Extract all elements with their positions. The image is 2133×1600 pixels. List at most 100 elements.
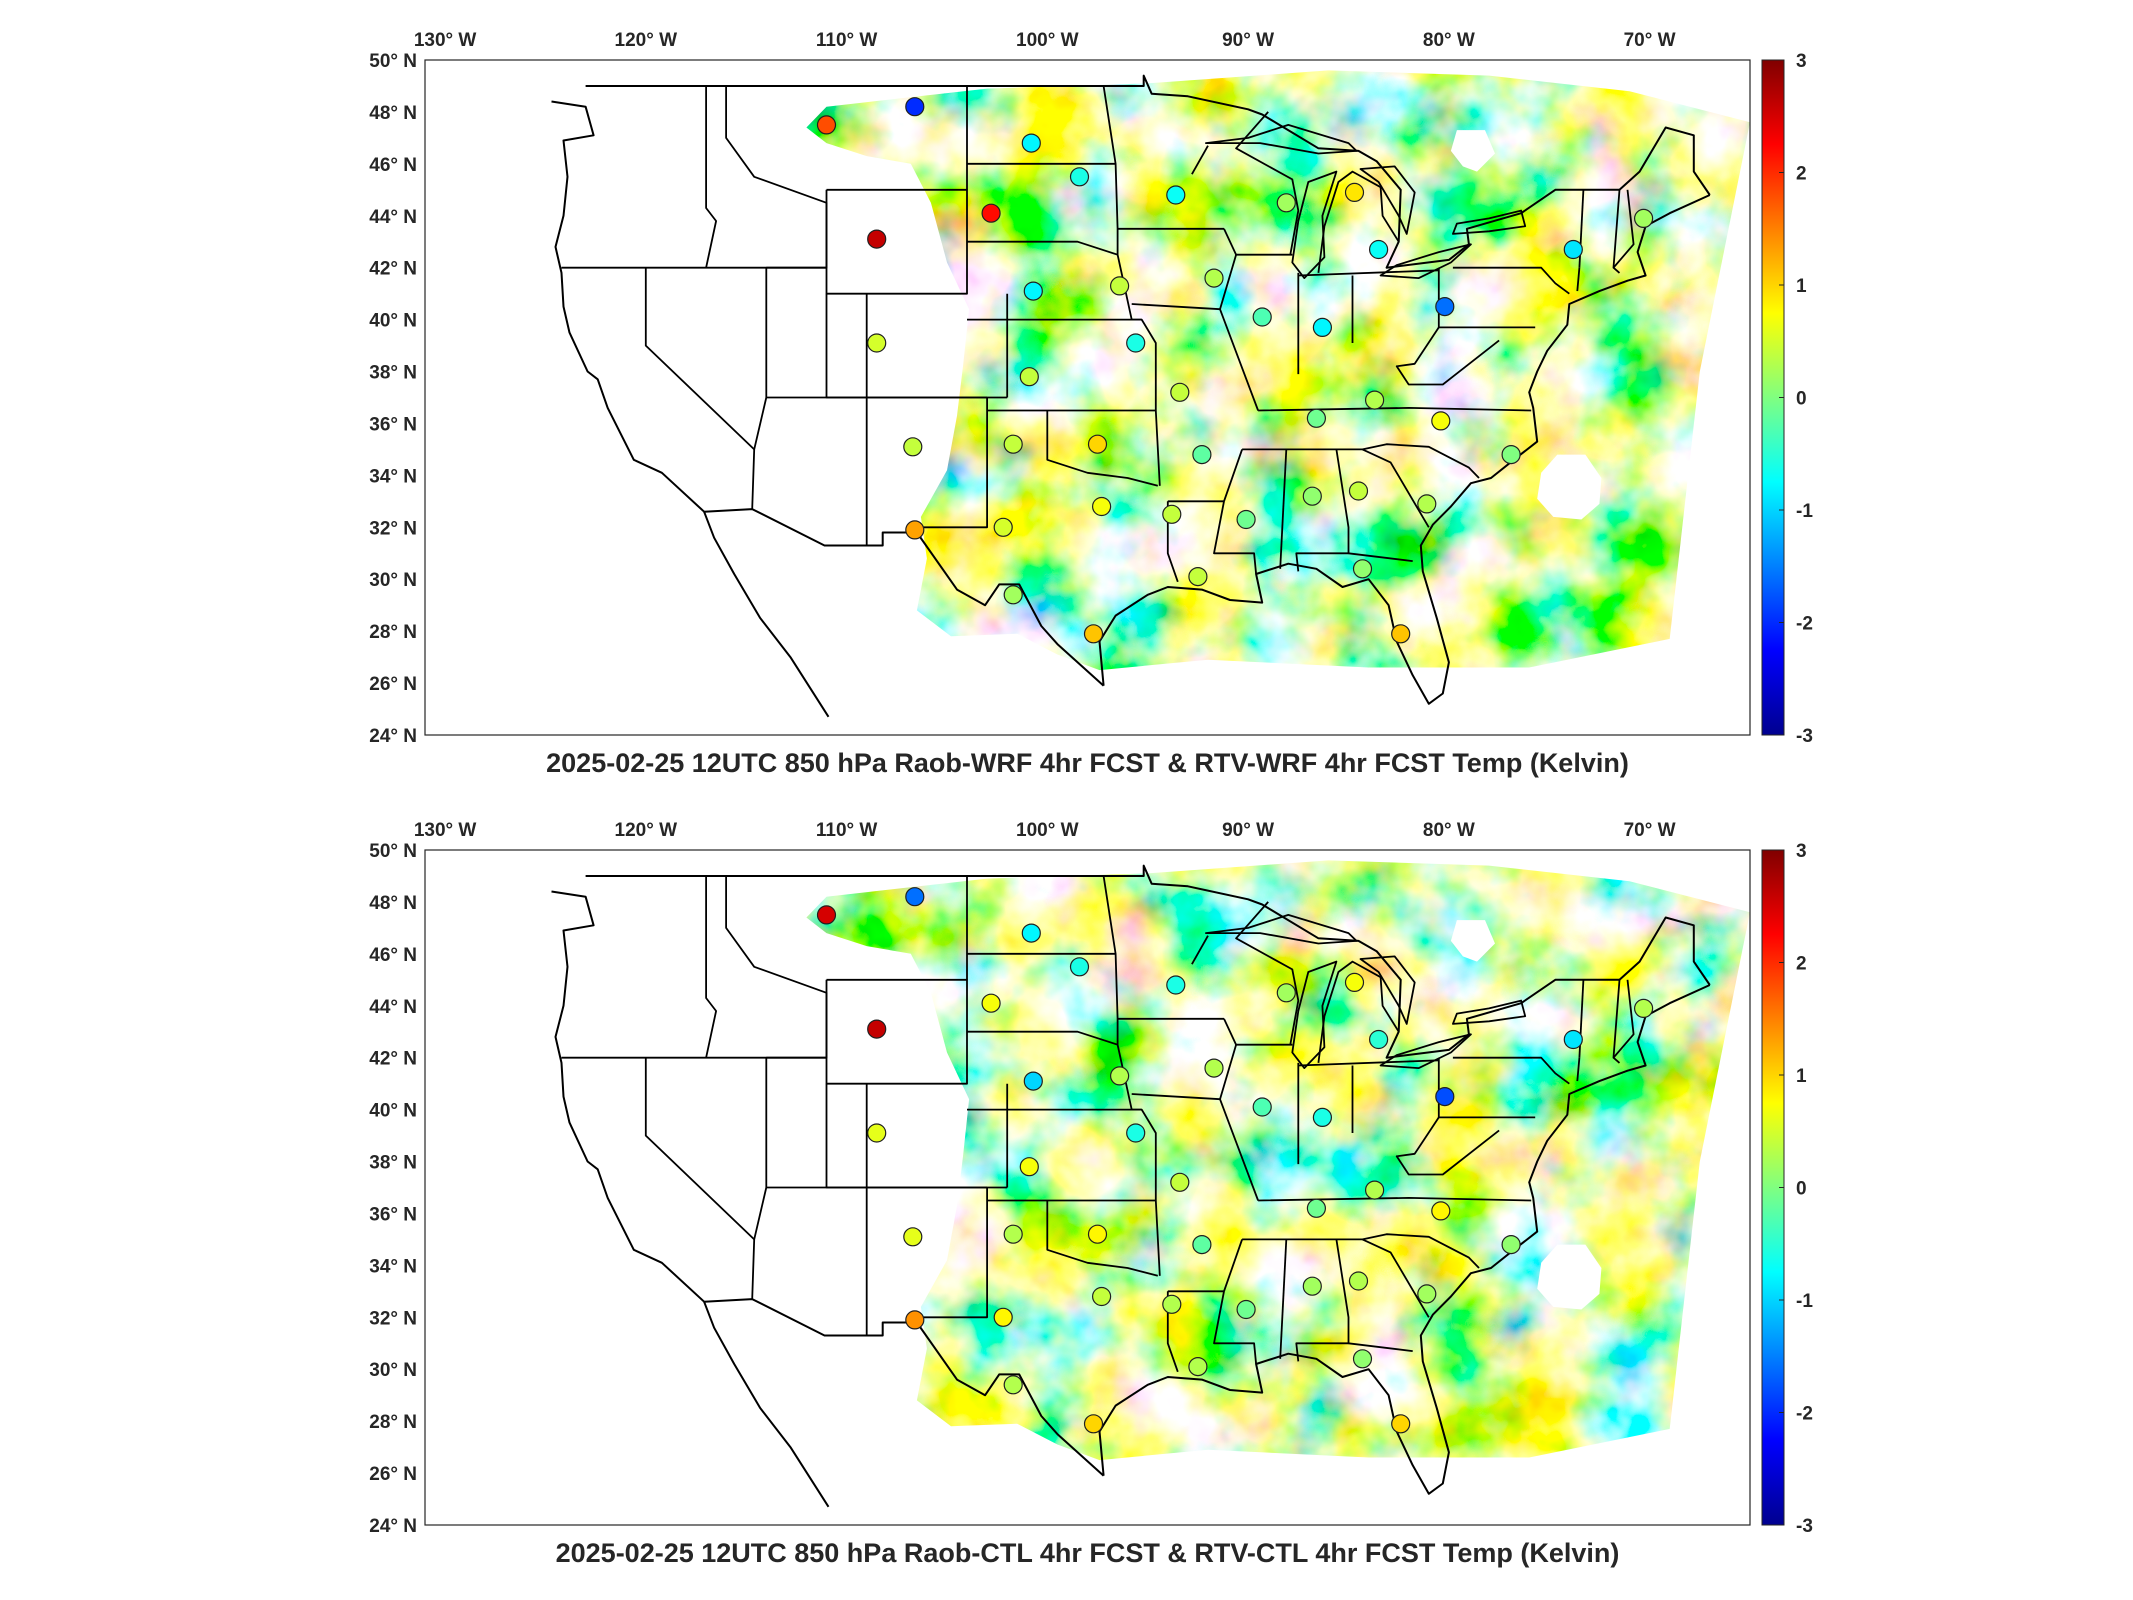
raob-station-marker[interactable] — [1435, 1087, 1455, 1107]
raob-station-marker[interactable] — [1563, 239, 1583, 260]
raob-station-marker[interactable] — [1252, 1097, 1272, 1117]
lon-tick-label: 70° W — [1624, 30, 1676, 51]
raob-station-marker[interactable] — [1003, 1224, 1023, 1244]
raob-station-marker[interactable] — [1348, 1271, 1369, 1291]
raob-station-marker[interactable] — [867, 229, 887, 249]
raob-station-marker[interactable] — [1391, 624, 1411, 644]
lon-tick-label: 120° W — [615, 30, 678, 51]
raob-station-marker[interactable] — [1364, 1180, 1385, 1200]
raob-station-marker[interactable] — [1192, 1235, 1212, 1255]
raob-station-marker[interactable] — [1204, 268, 1224, 288]
raob-station-marker[interactable] — [1023, 281, 1043, 301]
raob-station-marker[interactable] — [1633, 998, 1654, 1018]
raob-station-marker[interactable] — [1021, 923, 1041, 943]
raob-station-marker[interactable] — [1087, 434, 1108, 454]
raob-station-marker[interactable] — [1501, 1235, 1521, 1255]
raob-station-marker[interactable] — [1236, 1299, 1256, 1320]
raob-station-marker[interactable] — [1091, 496, 1112, 517]
raob-station-marker[interactable] — [1019, 367, 1039, 387]
raob-station-marker[interactable] — [1188, 1356, 1208, 1377]
raob-station-marker[interactable] — [1188, 566, 1208, 587]
raob-station-marker[interactable] — [1003, 434, 1023, 454]
raob-station-marker[interactable] — [867, 1123, 887, 1143]
raob-station-marker[interactable] — [1312, 317, 1333, 337]
lat-tick-label: 40° N — [369, 1101, 417, 1122]
raob-station-marker[interactable] — [1166, 185, 1186, 205]
raob-station-marker[interactable] — [905, 520, 925, 540]
raob-station-marker[interactable] — [1352, 559, 1373, 579]
raob-station-marker[interactable] — [1166, 975, 1186, 995]
raob-station-marker[interactable] — [1417, 494, 1437, 514]
raob-station-marker[interactable] — [1368, 239, 1389, 260]
raob-station-marker[interactable] — [981, 993, 1001, 1013]
lat-tick-label: 44° N — [369, 997, 417, 1018]
raob-station-marker[interactable] — [1633, 208, 1654, 228]
raob-station-marker[interactable] — [1021, 133, 1041, 153]
raob-station-marker[interactable] — [1302, 486, 1322, 506]
raob-station-marker[interactable] — [903, 437, 923, 457]
raob-station-marker[interactable] — [1435, 297, 1455, 317]
raob-station-marker[interactable] — [1348, 481, 1369, 501]
raob-station-marker[interactable] — [1170, 382, 1190, 402]
raob-station-marker[interactable] — [1364, 390, 1385, 410]
raob-station-marker[interactable] — [1501, 445, 1521, 465]
raob-station-marker[interactable] — [1069, 957, 1090, 977]
raob-station-marker[interactable] — [1344, 182, 1365, 202]
raob-station-marker[interactable] — [1126, 1123, 1146, 1143]
raob-station-marker[interactable] — [1276, 193, 1296, 213]
raob-station-marker[interactable] — [1306, 408, 1327, 428]
raob-station-marker[interactable] — [1417, 1284, 1437, 1304]
raob-station-marker[interactable] — [1312, 1107, 1333, 1127]
raob-station-marker[interactable] — [1003, 1375, 1023, 1395]
raob-station-marker[interactable] — [905, 1310, 925, 1330]
raob-station-marker[interactable] — [1431, 1201, 1451, 1221]
raob-station-marker[interactable] — [903, 1227, 923, 1247]
raob-station-marker[interactable] — [1302, 1276, 1322, 1296]
map-panel-bottom: 130° W 120° W 110° W 100° W 90° W 80° W 70° W 5… — [0, 790, 2133, 1580]
raob-station-marker[interactable] — [1023, 1071, 1043, 1091]
raob-station-marker[interactable] — [981, 203, 1001, 223]
raob-station-marker[interactable] — [816, 115, 837, 135]
colorbar-tick-label: -2 — [1796, 1404, 1813, 1425]
raob-station-marker[interactable] — [1306, 1198, 1327, 1218]
raob-station-marker[interactable] — [1431, 411, 1451, 431]
raob-station-marker[interactable] — [1083, 624, 1104, 644]
raob-station-marker[interactable] — [1162, 504, 1182, 524]
raob-station-marker[interactable] — [1352, 1349, 1373, 1369]
raob-station-marker[interactable] — [1563, 1029, 1583, 1050]
raob-station-marker[interactable] — [1344, 972, 1365, 992]
raob-station-marker[interactable] — [1170, 1172, 1190, 1192]
raob-station-marker[interactable] — [905, 887, 925, 907]
raob-station-marker[interactable] — [816, 905, 837, 925]
raob-station-marker[interactable] — [1091, 1286, 1112, 1307]
colorbar-tick-label: 2 — [1796, 164, 1807, 185]
raob-station-marker[interactable] — [1019, 1157, 1039, 1177]
raob-station-marker[interactable] — [1003, 585, 1023, 605]
raob-station-marker[interactable] — [1162, 1294, 1182, 1314]
raob-station-marker[interactable] — [1083, 1414, 1104, 1434]
lat-tick-label: 34° N — [369, 466, 417, 487]
raob-station-marker[interactable] — [1368, 1029, 1389, 1050]
raob-station-marker[interactable] — [993, 517, 1013, 537]
raob-station-marker[interactable] — [905, 97, 925, 117]
lat-tick-label: 32° N — [369, 518, 417, 539]
raob-station-marker[interactable] — [1192, 445, 1212, 465]
raob-station-marker[interactable] — [1069, 167, 1090, 187]
raob-station-marker[interactable] — [867, 333, 887, 353]
colorbar-tick-label: 3 — [1796, 51, 1807, 72]
raob-station-marker[interactable] — [1391, 1414, 1411, 1434]
raob-station-marker[interactable] — [1109, 1066, 1130, 1086]
raob-station-marker[interactable] — [867, 1019, 887, 1039]
lat-tick-label: 30° N — [369, 570, 417, 591]
raob-station-marker[interactable] — [1236, 509, 1256, 530]
raob-station-marker[interactable] — [993, 1307, 1013, 1327]
raob-station-marker[interactable] — [1204, 1058, 1224, 1078]
raob-station-marker[interactable] — [1126, 333, 1146, 353]
raob-station-marker[interactable] — [1087, 1224, 1108, 1244]
raob-station-marker[interactable] — [1109, 276, 1130, 296]
raob-station-marker[interactable] — [1276, 983, 1296, 1003]
lat-tick-label: 40° N — [369, 311, 417, 332]
lon-tick-label: 70° W — [1624, 820, 1676, 841]
lon-tick-label: 90° W — [1222, 30, 1274, 51]
raob-station-marker[interactable] — [1252, 307, 1272, 327]
